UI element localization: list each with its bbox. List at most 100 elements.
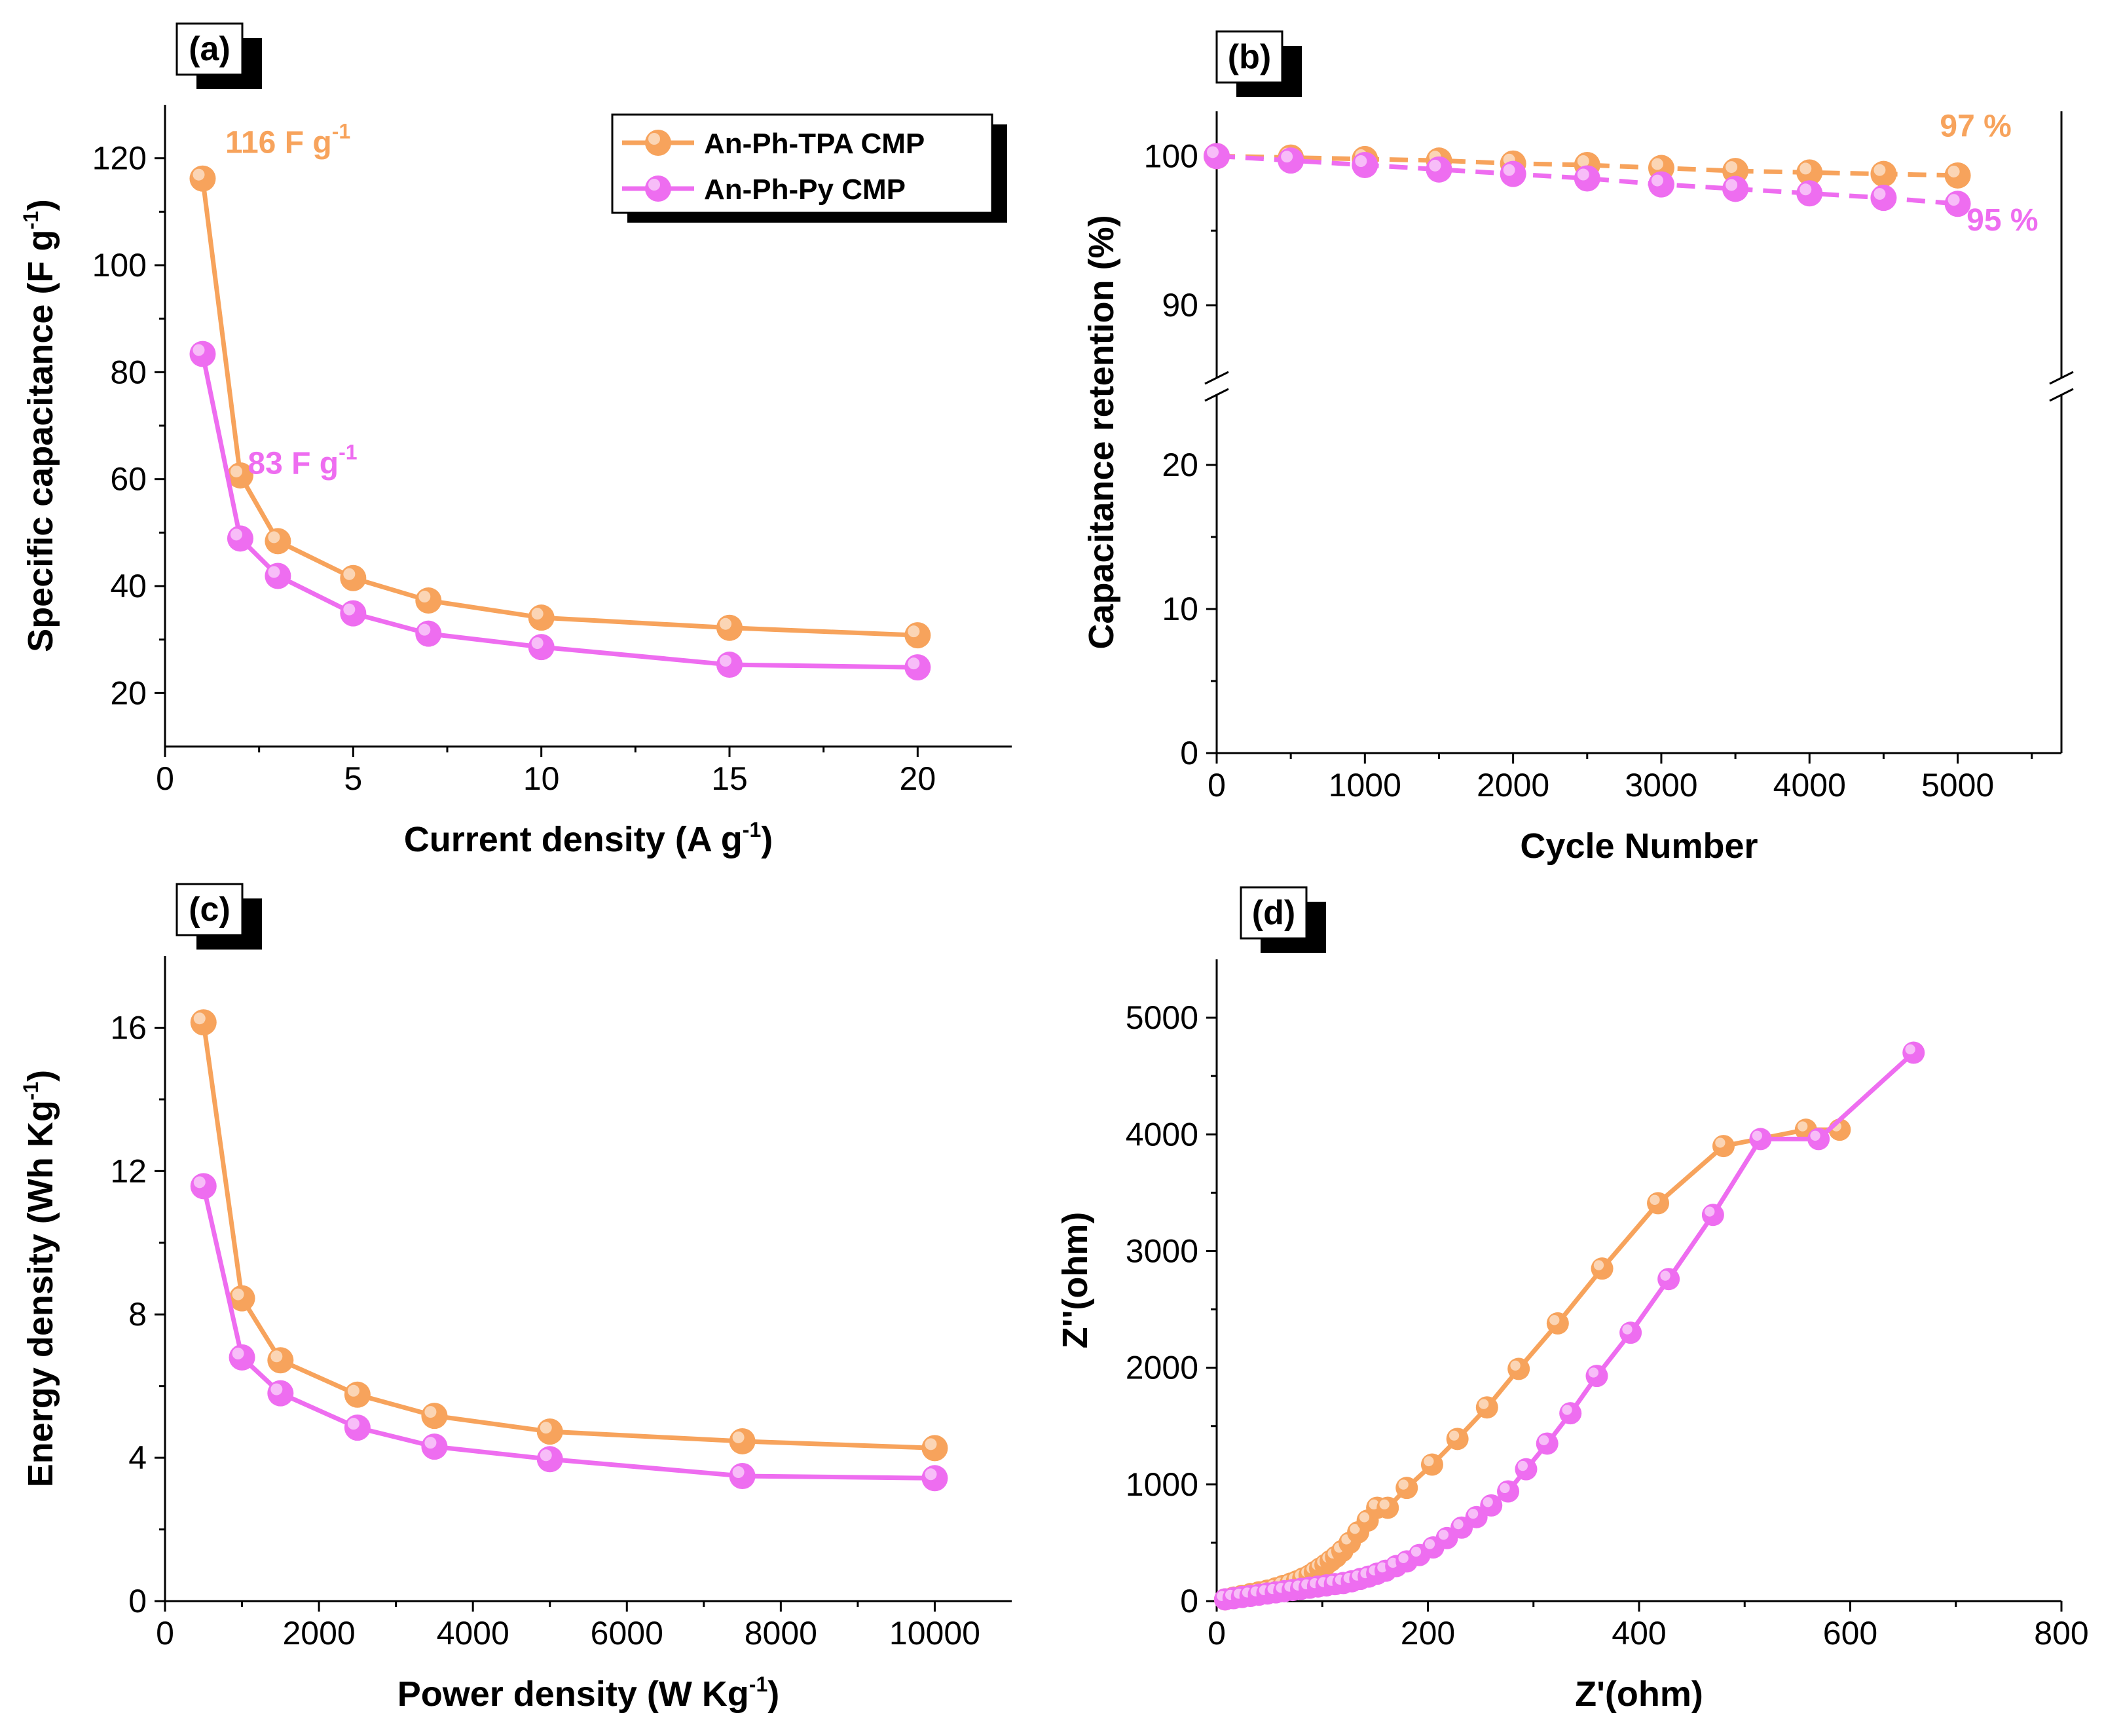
- annotation-tpa-sup: -1: [332, 120, 350, 143]
- data-point-py-shine: [1453, 1519, 1464, 1530]
- y-tick-label: 0: [1180, 1583, 1198, 1619]
- data-point-tpa-shine: [1350, 1524, 1360, 1534]
- legend: An-Ph-TPA CMP An-Ph-Py CMP: [611, 113, 1007, 223]
- data-point-tpa-shine: [193, 1012, 206, 1025]
- data-point-tpa-shine: [418, 591, 431, 603]
- data-point-tpa-shine: [347, 1384, 360, 1397]
- data-point-py-shine: [1588, 1367, 1599, 1378]
- data-point-py-shine: [424, 1437, 437, 1449]
- data-point-py-shine: [1538, 1435, 1549, 1446]
- data-point-tpa-shine: [1359, 1512, 1370, 1523]
- x-tick-label: 200: [1401, 1615, 1455, 1652]
- x-axis-label-sup: -1: [749, 1672, 767, 1696]
- x-tick-label: 5: [344, 760, 362, 797]
- x-tick-label: 800: [2034, 1615, 2088, 1652]
- data-point-py-shine: [1752, 1130, 1762, 1141]
- data-point-tpa-shine: [908, 625, 920, 638]
- x-tick-label: 0: [1208, 767, 1226, 803]
- data-point-py-shine: [1398, 1553, 1409, 1563]
- panel-label-b: (b): [1228, 38, 1271, 76]
- annotation-py: 95 %: [1966, 203, 2038, 238]
- x-tick-label: 1000: [1329, 767, 1401, 803]
- data-point-py-shine: [1562, 1405, 1572, 1415]
- data-point-tpa-shine: [1593, 1260, 1604, 1270]
- data-point-tpa-shine: [1798, 1121, 1808, 1132]
- x-tick-label: 5000: [1921, 767, 1994, 803]
- data-point-tpa-shine: [1726, 161, 1738, 174]
- panel-b-cycle-stability-chart: 0 1000 2000 3000 4000 5000 0 10 20 90 100 Cycle Num…: [1082, 30, 2074, 866]
- y-axis-label: Specific capacitance (F g-1): [19, 199, 60, 652]
- x-axis-label-main: Current density (A g: [404, 820, 743, 859]
- data-point-tpa-shine: [1510, 1360, 1521, 1371]
- data-point-py-shine: [1810, 1130, 1820, 1141]
- y-tick-label: 12: [110, 1153, 147, 1189]
- panel-label-a: (a): [189, 30, 231, 68]
- data-point-tpa-shine: [540, 1422, 552, 1434]
- data-point-py-shine: [1660, 1270, 1670, 1281]
- data-point-tpa-shine: [1449, 1430, 1460, 1441]
- y-axis-label-sup: -1: [19, 1082, 43, 1100]
- data-point-py-shine: [1651, 174, 1663, 187]
- y-tick-label: 2000: [1126, 1350, 1198, 1386]
- data-point-tpa-shine: [1799, 162, 1812, 175]
- y-tick-label: 80: [110, 354, 147, 390]
- data-point-py-shine: [1947, 194, 1960, 206]
- data-point-py-shine: [1517, 1460, 1528, 1471]
- x-axis-label: Current density (A g-1): [404, 818, 773, 859]
- panel-label-box: [175, 22, 244, 76]
- y-tick-label: 10: [1162, 591, 1198, 627]
- data-point-py-shine: [531, 637, 544, 650]
- data-point-py-shine: [1388, 1557, 1398, 1568]
- panel-label-d: (d): [1252, 894, 1295, 932]
- annotation-tpa: 116 F g-1: [225, 120, 350, 160]
- data-point-tpa-shine: [1715, 1137, 1726, 1148]
- data-point-tpa-shine: [232, 1288, 244, 1301]
- data-point-py-shine: [1905, 1044, 1915, 1055]
- y-axis-label-tail: ): [21, 1070, 60, 1082]
- data-point-py-shine: [1207, 146, 1219, 158]
- data-point-tpa-shine: [531, 608, 544, 620]
- x-tick-label: 6000: [591, 1615, 663, 1652]
- data-point-py-shine: [347, 1418, 360, 1430]
- data-point-tpa-shine: [343, 568, 356, 580]
- x-tick-label: 4000: [437, 1615, 509, 1652]
- y-tick-label: 120: [92, 140, 147, 177]
- annotation-py: 83 F g-1: [248, 441, 357, 481]
- data-point-py-shine: [720, 655, 731, 667]
- data-point-py-shine: [1467, 1508, 1479, 1519]
- y-tick-label: 100: [1144, 138, 1198, 174]
- x-tick-label: 0: [1208, 1615, 1226, 1652]
- data-point-py-shine: [1503, 164, 1515, 176]
- data-point-tpa-shine: [1369, 1499, 1379, 1510]
- data-point-tpa-shine: [1549, 1315, 1560, 1325]
- data-point-py-shine: [1438, 1530, 1449, 1540]
- data-point-tpa-shine: [1947, 165, 1960, 177]
- y-axis-label-main: Specific capacitance (F g: [21, 230, 60, 652]
- data-point-py-shine: [1355, 155, 1367, 167]
- data-point-py-shine: [268, 566, 280, 578]
- x-axis-label: Z'(ohm): [1575, 1674, 1703, 1714]
- data-point-py-shine: [1483, 1497, 1493, 1507]
- y-tick-label: 0: [128, 1583, 147, 1619]
- data-point-tpa-shine: [1650, 1194, 1660, 1205]
- x-axis-label-sup: -1: [743, 818, 761, 841]
- data-point-py-shine: [230, 528, 242, 541]
- legend-label-tpa: An-Ph-TPA CMP: [704, 128, 925, 160]
- data-point-py-shine: [908, 657, 920, 670]
- data-point-tpa-shine: [1577, 155, 1589, 167]
- data-point-tpa-shine: [1424, 1456, 1434, 1467]
- data-point-py-shine: [1873, 188, 1886, 200]
- data-point-tpa-shine: [1398, 1479, 1409, 1490]
- data-point-tpa-shine: [268, 531, 280, 544]
- x-tick-label: 0: [156, 760, 174, 797]
- panel-label-box: [1240, 886, 1308, 940]
- data-point-py-shine: [925, 1468, 937, 1481]
- x-tick-label: 20: [900, 760, 936, 797]
- annotation-tpa: 97 %: [1940, 109, 2011, 144]
- legend-marker-py-shine: [648, 179, 660, 191]
- y-tick-label: 20: [110, 674, 147, 711]
- y-tick-label: 20: [1162, 447, 1198, 483]
- y-tick-label: 3000: [1126, 1232, 1198, 1269]
- y-tick-label: 1000: [1126, 1466, 1198, 1503]
- y-tick-label: 8: [128, 1296, 147, 1333]
